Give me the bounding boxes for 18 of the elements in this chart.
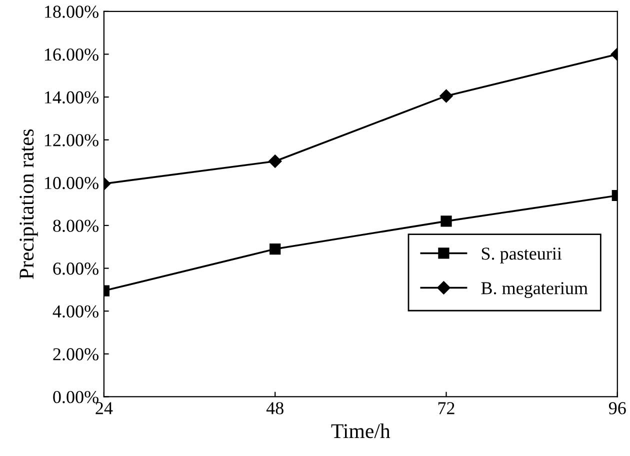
y-tick-label: 8.00%	[53, 220, 98, 232]
legend-label: S. pasteurii	[482, 248, 562, 264]
y-tick-label: 18.00%	[45, 6, 98, 18]
y-tick-label: 4.00%	[52, 305, 98, 318]
y-tick-label: 0.00%	[53, 390, 98, 404]
legend-label: B. megaterium	[481, 282, 588, 298]
x-tick-label: 72	[438, 402, 454, 414]
y-tick-label: 14.00%	[45, 91, 98, 104]
x-axis-title: Time/h	[331, 424, 390, 438]
y-tick-label: 2.00%	[53, 348, 98, 360]
y-tick-label: 6.00%	[53, 262, 98, 275]
y-axis-title: Precipitation rates	[20, 129, 38, 279]
x-tick-label: 96	[608, 402, 626, 414]
y-tick-label: 10.00%	[45, 176, 98, 190]
y-tick-label: 12.00%	[45, 134, 98, 146]
x-tick-label: 24	[96, 402, 113, 414]
x-tick-label: 48	[266, 402, 284, 414]
y-tick-label: 16.00%	[45, 48, 98, 61]
